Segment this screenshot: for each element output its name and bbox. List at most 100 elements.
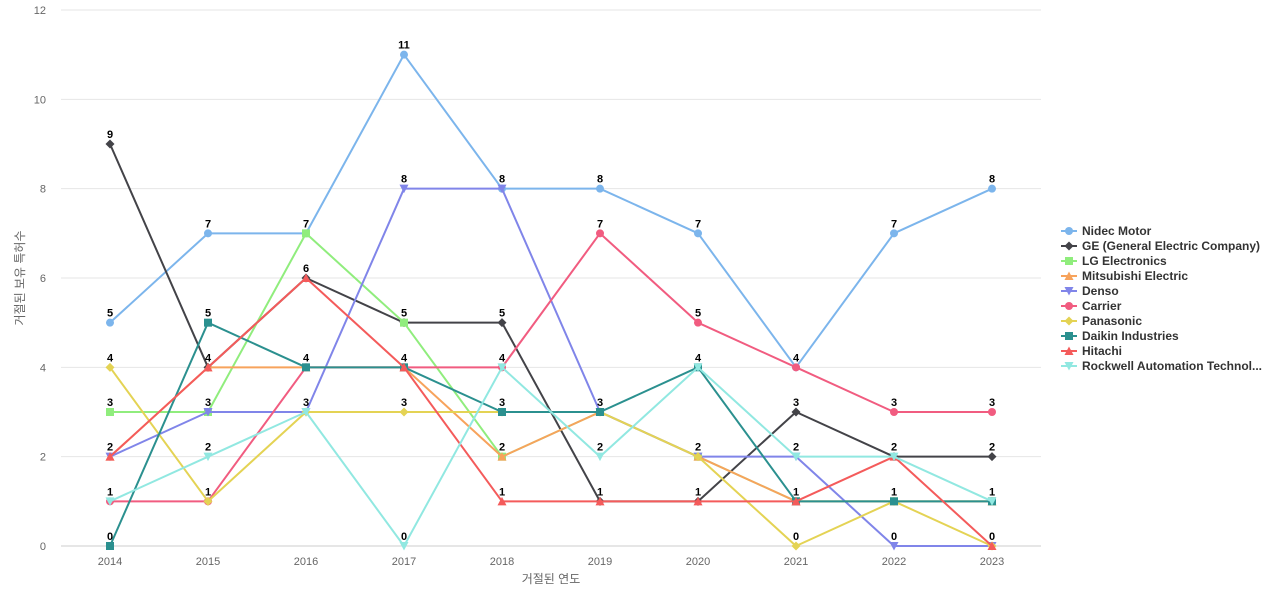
data-point [399, 542, 409, 551]
legend-label: LG Electronics [1082, 254, 1167, 268]
data-point [399, 362, 409, 372]
data-label: 8 [597, 174, 603, 186]
data-label: 0 [401, 531, 407, 543]
data-point [693, 363, 703, 372]
data-point [106, 542, 114, 550]
data-label: 7 [205, 218, 211, 230]
legend-label: Denso [1082, 284, 1119, 298]
data-label: 3 [107, 397, 113, 409]
legend-item[interactable]: Panasonic [1061, 314, 1142, 328]
data-label: 7 [695, 218, 701, 230]
data-label: 9 [107, 129, 113, 141]
legend-label: Nidec Motor [1082, 224, 1152, 238]
x-tick-label: 2015 [196, 556, 220, 568]
data-point [791, 407, 801, 417]
data-point [890, 497, 898, 506]
series-line [109, 143, 992, 503]
data-point [497, 452, 507, 461]
legend-item[interactable]: Daikin Industries [1061, 329, 1179, 343]
legend-item[interactable]: Mitsubishi Electric [1061, 269, 1188, 283]
data-point [694, 318, 702, 327]
legend-label: GE (General Electric Company) [1082, 239, 1260, 253]
y-tick-label: 6 [40, 273, 46, 285]
legend-item[interactable]: GE (General Electric Company) [1061, 239, 1260, 253]
legend-item[interactable]: Carrier [1061, 299, 1122, 313]
series-1 [105, 139, 997, 506]
data-point [203, 408, 213, 417]
data-label: 1 [891, 486, 897, 498]
data-point [497, 496, 507, 506]
data-point [301, 273, 311, 282]
data-point [105, 362, 115, 372]
data-label: 4 [401, 352, 408, 364]
legend-item[interactable]: Denso [1061, 284, 1119, 298]
legend-marker [1065, 332, 1073, 340]
data-label: 3 [597, 397, 603, 409]
data-label: 7 [303, 218, 309, 230]
data-label: 4 [793, 352, 800, 364]
legend-marker [1064, 316, 1074, 326]
data-point [105, 452, 115, 461]
y-tick-label: 10 [34, 94, 46, 106]
data-label: 8 [401, 174, 407, 186]
y-tick-label: 4 [40, 362, 46, 374]
data-label: 2 [793, 442, 799, 454]
data-label: 3 [989, 397, 995, 409]
data-label: 8 [499, 174, 505, 186]
legend-item[interactable]: Nidec Motor [1061, 224, 1152, 238]
data-point [693, 496, 703, 506]
data-point [596, 408, 604, 416]
series-line [109, 366, 992, 503]
data-label: 3 [793, 397, 799, 409]
data-label: 0 [989, 531, 995, 543]
data-label: 2 [205, 442, 211, 454]
x-tick-label: 2023 [980, 556, 1004, 568]
data-point [791, 541, 801, 551]
data-label: 3 [891, 397, 897, 409]
legend-item[interactable]: LG Electronics [1061, 254, 1167, 268]
data-point [791, 496, 801, 506]
legend-label: Panasonic [1082, 314, 1142, 328]
x-axis-title: 거절된 연도 [522, 572, 581, 586]
data-point [204, 318, 212, 327]
data-point [693, 452, 703, 462]
legend-label: Rockwell Automation Technol... [1082, 359, 1262, 373]
series-line [109, 277, 993, 547]
data-label: 5 [107, 308, 113, 320]
data-label: 1 [597, 486, 603, 498]
data-label: 4 [303, 352, 310, 364]
data-point [889, 542, 899, 551]
data-point [204, 229, 212, 238]
series-line [109, 366, 993, 547]
data-label: 3 [205, 397, 211, 409]
data-label: 2 [695, 442, 701, 454]
data-label: 4 [205, 352, 212, 364]
series-0 [106, 50, 996, 372]
data-label: 1 [107, 486, 113, 498]
data-point [106, 408, 114, 416]
data-point [988, 408, 996, 416]
legend-item[interactable]: Hitachi [1061, 344, 1122, 358]
legend-marker [1064, 271, 1074, 280]
data-point [596, 229, 604, 238]
data-point [105, 139, 115, 149]
data-point [792, 363, 800, 372]
data-point [497, 184, 507, 194]
data-label: 4 [695, 352, 702, 364]
x-tick-label: 2019 [588, 556, 612, 568]
x-tick-label: 2017 [392, 556, 416, 568]
data-point [498, 408, 506, 416]
data-label: 5 [499, 308, 505, 320]
data-label: 4 [499, 352, 506, 364]
legend-item[interactable]: Rockwell Automation Technol... [1061, 359, 1262, 373]
data-point [987, 452, 997, 462]
data-label: 0 [793, 531, 799, 543]
data-point [106, 318, 114, 327]
grid-lines [61, 9, 1041, 547]
data-label: 11 [398, 40, 410, 52]
data-point [595, 496, 605, 506]
data-label: 1 [499, 486, 505, 498]
legend-marker [1064, 362, 1074, 371]
